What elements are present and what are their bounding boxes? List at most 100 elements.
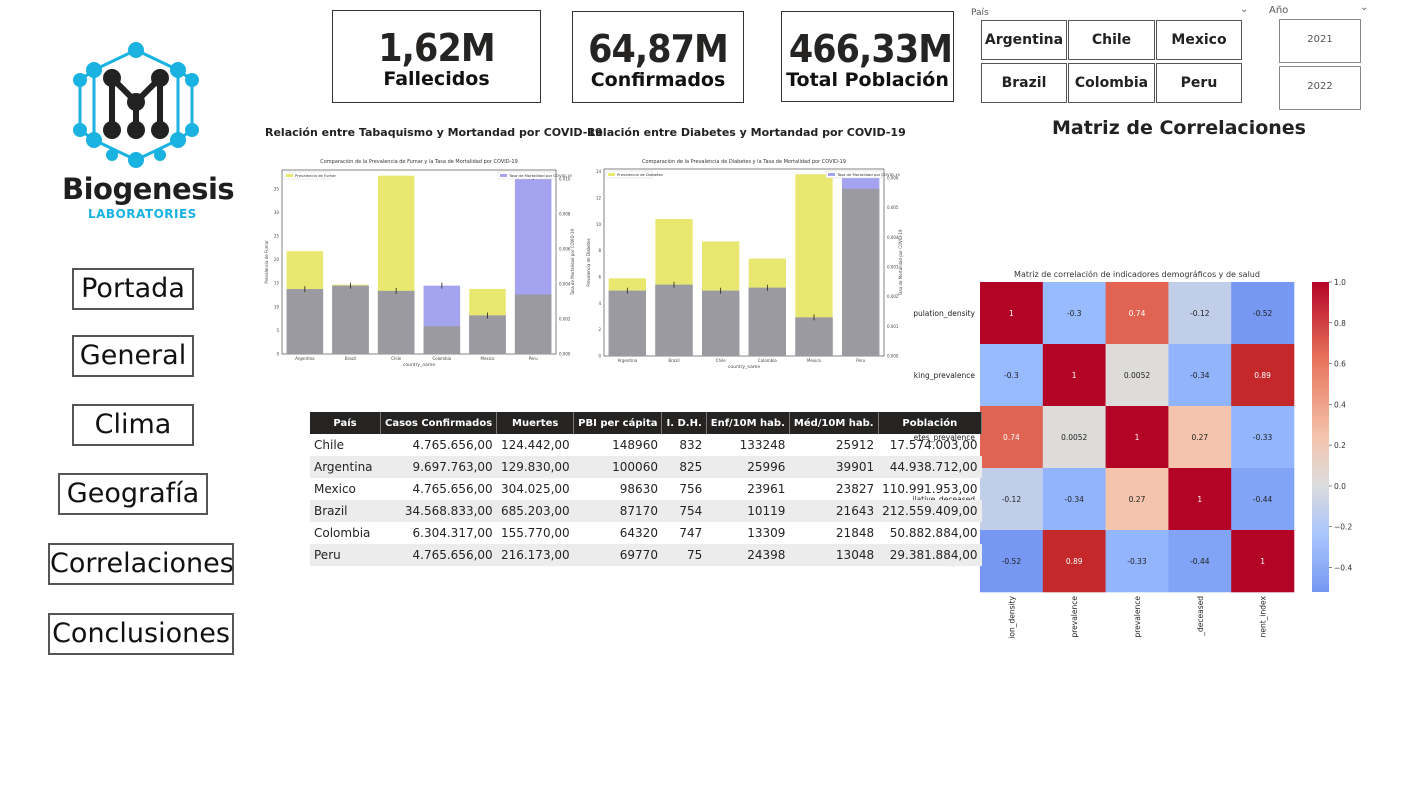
table-row: Argentina 9.697.763,00 129.830,00 100060 825… [310, 456, 982, 478]
country-table: País Casos Confirmados Muertes PBI per cápi… [310, 412, 983, 566]
legend-swatch [828, 173, 835, 176]
x-tick-label: Brazil [668, 358, 679, 363]
column-header[interactable]: País [310, 412, 381, 434]
kpi-value: 1,62M [378, 26, 495, 70]
y2-axis-label: Tasa de Mortalidad por COVID-19 [570, 228, 575, 296]
heatmap-cell [1168, 344, 1232, 407]
nav-correlaciones-button[interactable]: Correlaciones [48, 543, 234, 585]
column-header[interactable]: Muertes [496, 412, 575, 434]
table-cell: 100060 [573, 456, 662, 478]
heatmap-cell [1168, 406, 1232, 469]
table-cell: 747 [679, 526, 703, 540]
table-cell: 75 [661, 544, 707, 566]
colorbar-tick-label: 0.6 [1334, 360, 1346, 369]
table-cell: 29.381.884,00 [878, 544, 982, 566]
slicer-option-brazil[interactable]: Brazil [981, 63, 1067, 103]
x-tick-label: Colombia [432, 356, 451, 361]
heatmap-cell [980, 406, 1044, 469]
kpi-value: 466,33M [788, 27, 953, 71]
x-tick-label: Peru [529, 356, 538, 361]
heatmap-cell-label: -0.34 [1064, 495, 1084, 504]
heatmap-col-label: ion_density [1007, 595, 1016, 638]
colorbar-tick-label: 0.4 [1334, 400, 1346, 409]
column-header[interactable]: Población [878, 412, 983, 434]
heatmap-cell-label: 0.89 [1254, 371, 1271, 380]
colorbar-tick-label: −0.4 [1334, 564, 1352, 573]
bar-overlap [655, 284, 693, 356]
slicer-option-chile[interactable]: Chile [1068, 20, 1155, 60]
bar-overlap [795, 317, 833, 356]
smoking-mortality-chart: Comparación de la Prevalencia de Fumar y… [262, 155, 580, 370]
y-tick-label: 2 [598, 327, 601, 332]
heatmap-col-label: prevalence [1133, 596, 1142, 638]
column-header[interactable]: I. D.H. [661, 412, 707, 434]
table-cell: Mexico [314, 482, 356, 496]
table-cell: 825 [661, 456, 707, 478]
slicer-option-mexico[interactable]: Mexico [1156, 20, 1242, 60]
nav-clima-button[interactable]: Clima [72, 404, 194, 446]
table-cell: 754 [661, 500, 707, 522]
table-cell: 64320 [619, 526, 658, 540]
heatmap-cell [1105, 282, 1169, 345]
column-header[interactable]: Enf/10M hab. [706, 412, 790, 434]
nav-portada-button[interactable]: Portada [72, 268, 194, 310]
slicer-option-2021[interactable]: 2021 [1279, 19, 1361, 63]
y2-tick-label: 0.006 [887, 175, 899, 180]
heatmap-row-label: king_prevalence [914, 371, 976, 380]
table-row: Mexico 4.765.656,00 304.025,00 98630 756 2396… [310, 478, 982, 500]
y2-tick-label: 0.010 [559, 176, 571, 181]
colorbar [1312, 282, 1329, 592]
nav-geografia-button[interactable]: Geografía [58, 473, 208, 515]
table-cell: 9.697.763,00 [380, 456, 497, 478]
heatmap-col-label: _deceased [1196, 596, 1205, 637]
legend-label: Tasa de Mortalidad por COVID-19 [508, 173, 572, 178]
heatmap-cell [1231, 406, 1295, 469]
table-cell: Colombia [314, 526, 371, 540]
bar-overlap [332, 285, 369, 354]
slicer-option-colombia[interactable]: Colombia [1068, 63, 1155, 103]
x-tick-label: Argentina [618, 358, 638, 363]
heatmap-cell-label: -0.44 [1253, 495, 1273, 504]
nav-conclusiones-button[interactable]: Conclusiones [48, 613, 234, 655]
y-tick-label: 30 [274, 210, 280, 215]
y-tick-label: 0 [276, 352, 279, 357]
slicer-option-2022[interactable]: 2022 [1279, 66, 1361, 110]
y-tick-label: 4 [598, 301, 601, 306]
chevron-down-icon[interactable]: ⌄ [1240, 4, 1249, 15]
table-cell: 304.025,00 [500, 482, 570, 496]
y-tick-label: 25 [274, 234, 280, 239]
heatmap-cell-label: -0.44 [1190, 557, 1210, 566]
kpi-fallecidos-card: 1,62M Fallecidos [332, 10, 541, 103]
table-cell: 832 [679, 438, 703, 452]
slicer-option-argentina[interactable]: Argentina [981, 20, 1067, 60]
heatmap-cell [980, 530, 1044, 593]
nav-general-button[interactable]: General [72, 335, 194, 377]
y-axis-label: Prevalencia de Fumar [264, 240, 269, 284]
heatmap-cell-label: 1 [1135, 433, 1140, 442]
chevron-down-icon[interactable]: ⌄ [1360, 2, 1369, 13]
heatmap-cell-label: 0.0052 [1124, 371, 1150, 380]
x-tick-label: Peru [856, 358, 865, 363]
column-header[interactable]: Casos Confirmados [380, 412, 498, 434]
table-cell: 4.765.656,00 [412, 482, 493, 496]
kpi-confirmados-card: 64,87M Confirmados [572, 11, 744, 103]
heatmap-cell-label: 0.27 [1191, 433, 1208, 442]
table-cell: 23827 [835, 482, 875, 496]
bar-overlap [748, 287, 786, 356]
heatmap-cell [1168, 530, 1232, 593]
heatmap-cell-label: -0.12 [1002, 495, 1022, 504]
chart-title: Comparación de la Prevalencia de Fumar y… [320, 158, 518, 165]
table-cell: 133248 [739, 438, 786, 452]
column-header[interactable]: PBI per cápita [573, 412, 663, 434]
colorbar-tick-label: 1.0 [1334, 278, 1346, 287]
correlation-heatmap: Matriz de correlación de indicadores dem… [911, 269, 1353, 639]
brand-name: Biogenesis [62, 172, 235, 206]
heatmap-cell-label: -0.12 [1190, 309, 1210, 318]
y2-tick-label: 0.004 [887, 235, 899, 240]
bar-overlap [842, 188, 880, 356]
slicer-option-peru[interactable]: Peru [1156, 63, 1242, 103]
table-cell: 25996 [706, 456, 790, 478]
table-cell: 34.568.833,00 [380, 500, 497, 522]
column-header[interactable]: Méd/10M hab. [789, 412, 879, 434]
table-cell: 23961 [747, 482, 786, 496]
